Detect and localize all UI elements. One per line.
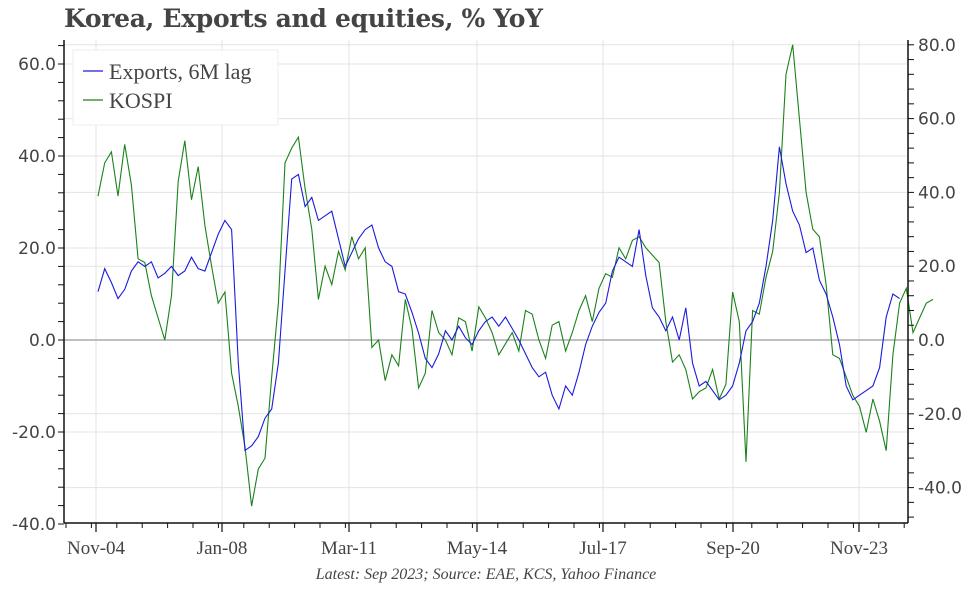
left-axis-ticks: 60.0 40.0 20.0 0.0 -20.0 -40.0 (12, 45, 64, 535)
left-tick-label: 40.0 (18, 147, 56, 167)
legend: Exports, 6M lag KOSPI (72, 49, 279, 126)
grid-lines (64, 40, 908, 523)
axes (63, 40, 909, 524)
left-tick-label: 20.0 (18, 239, 56, 259)
x-tick-label: Nov-04 (67, 538, 126, 559)
x-tick-label: May-14 (447, 538, 508, 559)
right-tick-label: 20.0 (918, 257, 956, 277)
legend-box (72, 49, 279, 126)
x-tick-label: Sep-20 (706, 538, 760, 559)
exports-series-line (97, 146, 900, 452)
kospi-series-line (97, 44, 934, 507)
legend-exports-label: Exports, 6M lag (109, 59, 251, 84)
left-tick-label: -40.0 (12, 515, 56, 535)
left-tick-label: 60.0 (18, 55, 56, 75)
right-tick-label: 60.0 (918, 110, 956, 130)
left-tick-label: 0.0 (29, 331, 56, 351)
x-tick-label: Jan-08 (197, 538, 248, 559)
right-tick-label: -20.0 (918, 405, 962, 425)
right-tick-label: 40.0 (918, 183, 956, 203)
x-axis-ticks: Nov-04 Jan-08 Mar-11 May-14 Jul-17 Sep-20 Nov-… (65, 523, 905, 559)
x-tick-label: Mar-11 (321, 538, 377, 559)
right-axis-ticks: 80.0 60.0 40.0 20.0 0.0 -20.0 -40.0 (908, 36, 962, 518)
right-tick-label: -40.0 (918, 479, 962, 499)
right-tick-label: 0.0 (918, 331, 945, 351)
left-tick-label: -20.0 (12, 423, 56, 443)
legend-kospi-label: KOSPI (109, 88, 173, 113)
x-tick-label: Nov-23 (830, 538, 888, 559)
x-tick-label: Jul-17 (579, 538, 627, 559)
source-footnote: Latest: Sep 2023; Source: EAE, KCS, Yaho… (315, 566, 657, 583)
chart-title: Korea, Exports and equities, % YoY (64, 4, 543, 33)
right-tick-label: 80.0 (918, 36, 956, 56)
